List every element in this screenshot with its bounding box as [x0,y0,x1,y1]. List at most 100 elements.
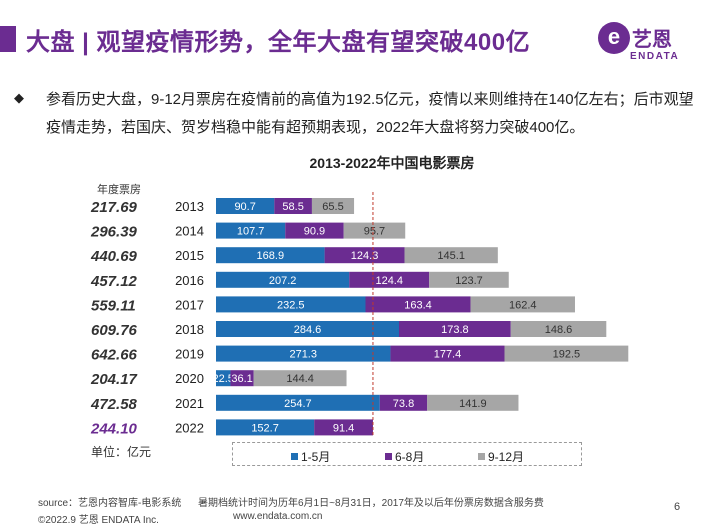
website-link[interactable]: www.endata.com.cn [233,511,323,522]
copyright-text: ©2022.9 艺恩 ENDATA Inc. [38,515,159,526]
annual-total-label: 244.10 [90,420,138,437]
legend-swatch [291,453,298,460]
legend-label: 6-8月 [395,450,425,464]
bar-value-label: 65.5 [322,201,343,213]
bar-segment [429,271,509,288]
bar-segment [253,370,347,387]
year-tick-label: 2021 [175,396,204,411]
bar-value-label: 95.7 [364,226,385,238]
bar-segment [216,321,399,337]
bar-segment [216,296,366,313]
bar-segment [274,198,312,214]
bar-value-label: 162.4 [509,299,537,311]
bar-value-label: 90.7 [234,201,255,213]
chart-title: 2013-2022年中国电影票房 [310,155,475,171]
bar-value-label: 207.2 [269,275,297,287]
bar-segment [470,296,575,313]
bar-value-label: 144.4 [286,373,314,385]
bar-value-label: 148.6 [545,324,573,336]
legend-swatch [385,453,392,460]
bar-segment [343,222,406,239]
bar-segment [349,271,430,288]
bar-segment [216,198,275,214]
bullet-diamond-icon: ◆ [14,90,24,105]
annual-total-label: 609.76 [91,322,138,339]
title-accent-bar [0,26,16,52]
bar-segment [398,321,511,337]
bar-segment [230,370,254,387]
bar-value-label: 73.8 [393,398,414,410]
bar-segment [285,222,344,239]
year-tick-label: 2020 [175,371,204,386]
bar-value-label: 152.7 [251,422,279,434]
annual-total-label: 559.11 [91,297,136,314]
bar-segment [390,345,505,362]
bar-value-label: 177.4 [434,349,462,361]
logo-text-en: ENDATA [630,51,680,62]
endata-logo: e 艺恩 ENDATA [598,18,698,66]
legend-swatch [478,453,485,460]
legend-item: 1-5月 [291,448,330,465]
annual-total-label: 472.58 [90,396,138,413]
source-text: source：艺恩内容智库-电影系统 [38,498,182,509]
bar-value-label: 192.5 [553,349,581,361]
bar-segment [216,345,391,362]
annual-total-label: 457.12 [90,273,138,290]
year-tick-label: 2018 [175,322,204,337]
bar-value-label: 91.4 [333,422,354,434]
bar-segment [216,247,325,264]
bar-value-label: 141.9 [459,398,487,410]
bar-value-label: 163.4 [404,299,432,311]
bar-segment [311,198,355,214]
legend-item: 6-8月 [385,448,424,465]
bar-value-label: 284.6 [294,324,322,336]
bar-segment [216,222,286,239]
bar-segment [324,247,405,264]
bar-segment [365,296,471,313]
year-tick-label: 2013 [175,199,204,214]
bar-value-label: 123.7 [455,275,483,287]
bar-value-label: 124.4 [375,275,403,287]
bar-value-label: 90.9 [304,226,325,238]
bar-value-label: 124.3 [351,250,379,262]
annual-total-label: 440.69 [90,248,138,265]
bar-segment [314,419,373,436]
bar-value-label: 173.8 [441,324,469,336]
bar-segment [216,271,350,288]
legend-label: 9-12月 [488,450,525,464]
year-tick-label: 2017 [175,297,204,312]
year-tick-label: 2015 [175,248,204,263]
bar-segment [510,321,607,337]
bar-value-label: 254.7 [284,398,312,410]
bar-segment [379,394,428,411]
bar-segment [404,247,498,264]
bar-value-label: 271.3 [289,349,317,361]
summary-paragraph: 参看历史大盘，9-12月票房在疫情前的高值为192.5亿元，疫情以来则维持在14… [46,91,694,136]
bar-segment [216,370,231,387]
annual-total-label: 217.69 [90,199,138,216]
logo-text-cn: 艺恩 [632,29,672,51]
year-tick-label: 2014 [175,224,204,239]
bar-segment [216,419,315,436]
bar-value-label: 107.7 [237,226,265,238]
bar-segment [427,394,519,411]
legend-label: 1-5月 [301,450,331,464]
logo-mark-icon: e [598,22,630,54]
unit-label: 单位：亿元 [91,444,151,459]
page-title: 大盘 | 观望疫情形势，全年大盘有望突破400亿 [26,29,531,56]
annual-total-header: 年度票房 [97,182,141,196]
annual-total-label: 296.39 [90,224,138,241]
bar-value-label: 168.9 [257,250,285,262]
bar-segment [504,345,629,362]
annual-total-label: 642.66 [91,347,138,364]
footnote-text: 暑期档统计时间为历年6月1日~8月31日，2017年及以后年份票房数据含服务费 [198,498,544,509]
bar-segment [216,394,380,411]
chart-legend: 1-5月 6-8月 9-12月 [232,442,582,466]
year-tick-label: 2016 [175,273,204,288]
bar-value-label: 22.5 [213,373,234,385]
year-tick-label: 2022 [175,420,204,435]
year-tick-label: 2019 [175,347,204,362]
annual-total-label: 204.17 [90,371,138,388]
bar-value-label: 145.1 [437,250,465,262]
